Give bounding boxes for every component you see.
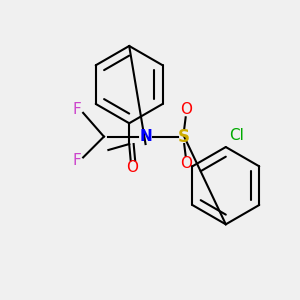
Text: F: F	[73, 153, 82, 168]
Text: F: F	[73, 102, 82, 117]
Text: N: N	[139, 129, 152, 144]
Text: Cl: Cl	[229, 128, 244, 142]
Text: O: O	[180, 102, 192, 117]
Text: S: S	[178, 128, 190, 146]
Text: O: O	[126, 160, 138, 175]
Text: O: O	[180, 156, 192, 171]
